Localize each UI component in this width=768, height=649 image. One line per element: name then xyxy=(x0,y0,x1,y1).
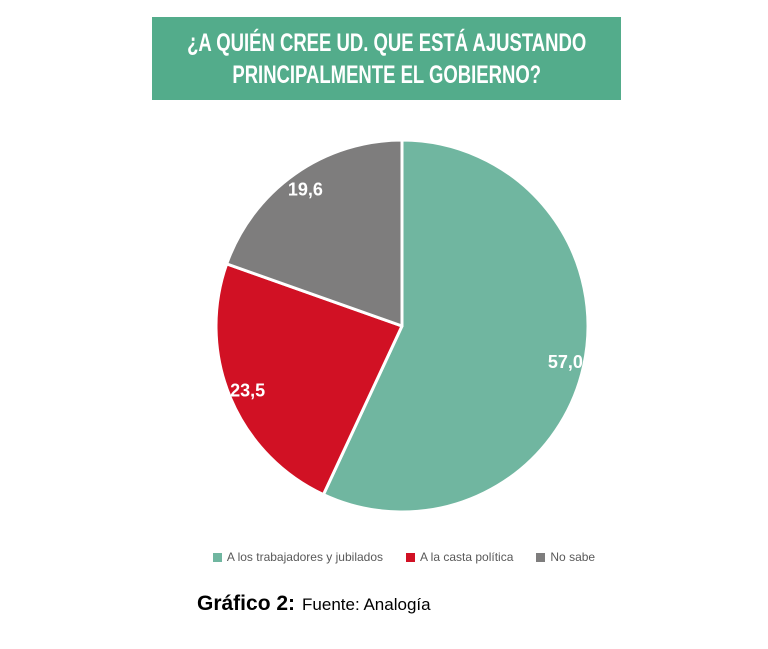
pie-slice-2 xyxy=(225,138,404,328)
banner-title-line2: PRINCIPALMENTE EL GOBIERNO? xyxy=(232,60,541,89)
banner-title-line1: ¿A QUIÉN CREE UD. QUE ESTÁ AJUSTANDO xyxy=(186,28,587,57)
pie-chart-svg: 57,0 23,5 19,6 xyxy=(214,138,590,514)
pie-value-label-1: 23,5 xyxy=(230,381,265,401)
pie-chart: 57,0 23,5 19,6 xyxy=(202,126,602,526)
pie-value-label-2: 19,6 xyxy=(288,179,323,199)
legend-item-0: A los trabajadores y jubilados xyxy=(212,550,383,564)
caption-source: Fuente: Analogía xyxy=(302,595,431,614)
figure-caption: Gráfico 2: Fuente: Analogía xyxy=(197,592,431,616)
legend-label: A la casta política xyxy=(420,550,514,564)
legend-swatch-icon xyxy=(536,552,546,562)
legend-swatch-icon xyxy=(406,552,415,562)
legend-swatch-icon xyxy=(212,552,222,562)
pie-slice-1 xyxy=(214,262,404,497)
legend-item-2: No sabe xyxy=(536,551,595,563)
chart-legend: A los trabajadores y jubilados A la casta… xyxy=(40,551,768,563)
legend-label: A los trabajadores y jubilados xyxy=(226,550,383,564)
legend-item-1: A la casta política xyxy=(406,551,513,563)
caption-title: Gráfico 2: xyxy=(197,592,296,615)
question-banner: ¿A QUIÉN CREE UD. QUE ESTÁ AJUSTANDO PRI… xyxy=(152,17,621,100)
banner-title: ¿A QUIÉN CREE UD. QUE ESTÁ AJUSTANDO PRI… xyxy=(187,27,586,91)
pie-slice-0 xyxy=(321,138,590,514)
pie-value-label-0: 57,0 xyxy=(548,352,583,372)
legend-label: No sabe xyxy=(550,550,596,564)
